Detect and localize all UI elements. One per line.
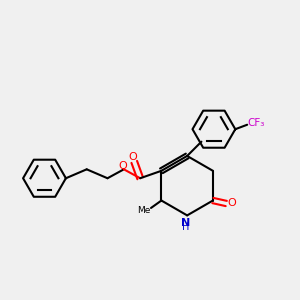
Text: O: O: [128, 152, 137, 162]
Text: Me: Me: [137, 206, 150, 215]
Text: O: O: [227, 199, 236, 208]
Text: H: H: [182, 222, 189, 232]
Text: O: O: [118, 161, 127, 171]
Text: CF₃: CF₃: [248, 118, 265, 128]
Text: N: N: [181, 218, 190, 228]
